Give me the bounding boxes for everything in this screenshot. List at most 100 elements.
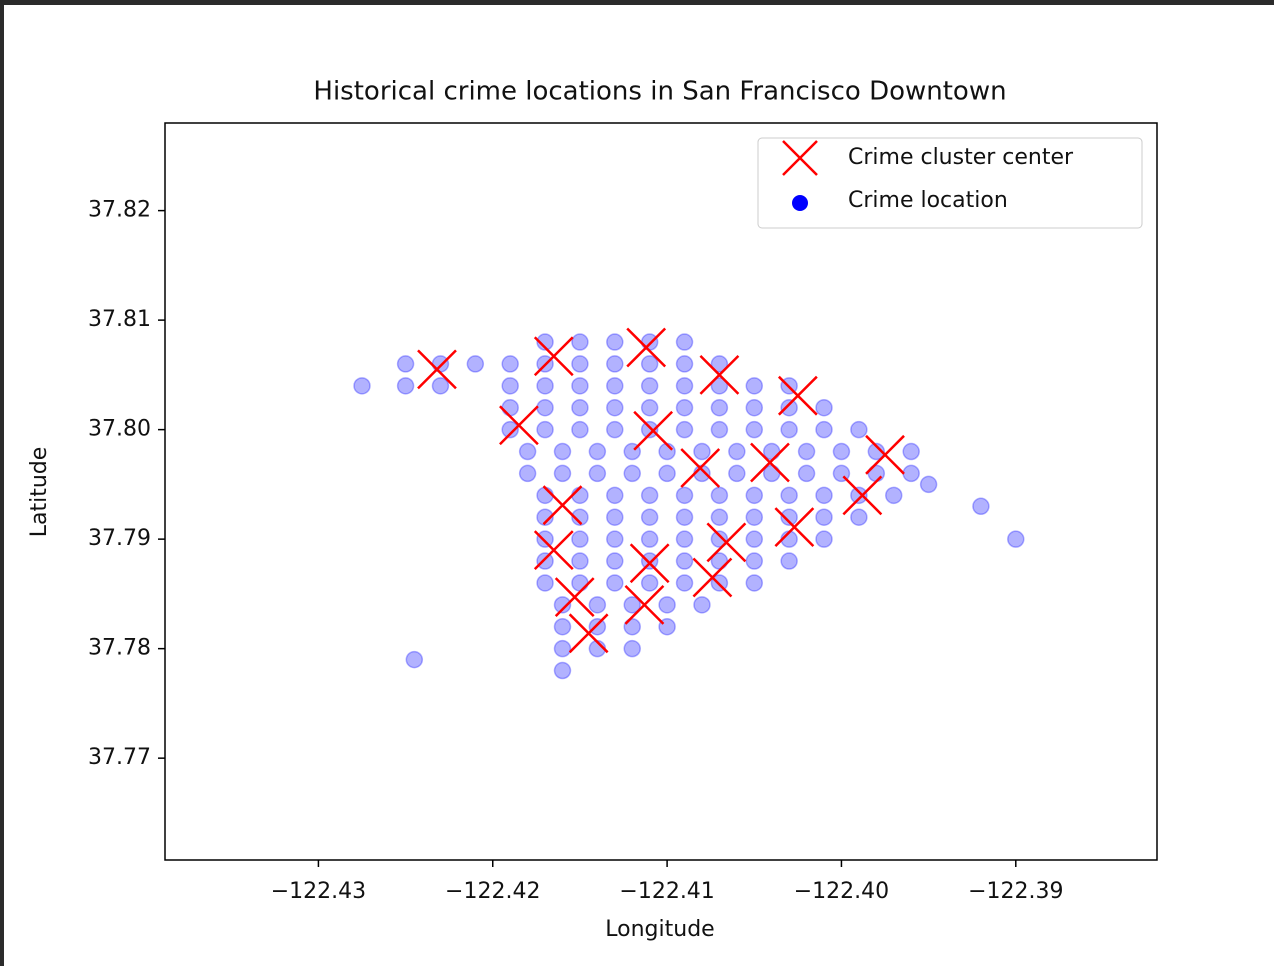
crime-point — [553, 596, 572, 614]
crime-point — [606, 530, 624, 548]
crime-point — [640, 508, 659, 526]
crime-point — [693, 596, 711, 614]
crime-point — [640, 486, 659, 505]
y-tick-label: 37.79 — [88, 526, 151, 551]
crime-point — [431, 355, 450, 373]
crime-point — [571, 574, 589, 592]
crime-point — [606, 398, 624, 417]
crime-point — [902, 442, 920, 461]
crime-point — [623, 639, 641, 658]
crime-point — [501, 355, 519, 373]
crime-point — [780, 508, 798, 526]
cluster-center — [680, 448, 721, 488]
cluster-center — [750, 442, 790, 483]
x-tick-label: −122.40 — [794, 879, 889, 904]
crime-point — [466, 355, 485, 373]
crime-point — [553, 661, 572, 680]
crime-point — [405, 650, 424, 669]
crime-point — [710, 530, 729, 548]
crime-point — [606, 574, 624, 592]
crime-point — [353, 377, 371, 395]
legend-marker — [792, 195, 808, 211]
crime-point — [571, 486, 589, 505]
crime-point — [536, 377, 554, 395]
crime-point — [710, 355, 729, 373]
crime-point — [431, 377, 450, 395]
crime-point — [815, 486, 833, 505]
cluster-center — [499, 405, 539, 446]
crime-point — [640, 398, 659, 417]
cluster-center — [865, 434, 905, 475]
chart-title: Historical crime locations in San Franci… — [313, 77, 1006, 107]
crime-point — [884, 486, 903, 505]
crime-point — [536, 398, 554, 417]
x-tick-label: −122.41 — [619, 879, 714, 904]
x-axis-label: Longitude — [605, 917, 714, 942]
crime-point — [728, 442, 746, 461]
crime-point — [571, 552, 589, 570]
cluster-center — [777, 375, 818, 416]
crime-point — [675, 486, 694, 505]
crime-point — [606, 377, 624, 395]
crime-point — [571, 530, 589, 548]
crime-point — [675, 333, 694, 351]
legend-box — [757, 137, 1143, 229]
crime-point — [640, 333, 659, 351]
y-tick-label: 37.77 — [88, 745, 151, 770]
crime-point — [815, 420, 833, 439]
crime-point — [553, 442, 572, 461]
crime-point — [536, 530, 554, 548]
crime-point — [571, 420, 589, 439]
crime-point — [501, 377, 519, 395]
plot-area — [165, 123, 1157, 860]
cluster-center — [533, 530, 574, 570]
legend-label: Crime cluster center — [848, 145, 1074, 170]
cluster-center — [706, 522, 747, 563]
crime-point — [501, 420, 519, 439]
crime-point — [571, 398, 589, 417]
crime-point — [606, 420, 624, 439]
crime-point — [640, 574, 659, 592]
crime-point — [850, 420, 868, 439]
crime-point — [588, 617, 607, 636]
crime-point — [710, 398, 729, 417]
crime-point — [710, 420, 729, 439]
crime-point — [675, 377, 694, 395]
crime-point — [710, 377, 729, 395]
crime-point — [536, 486, 554, 505]
crime-point — [797, 464, 816, 483]
legend-marker — [782, 140, 818, 176]
crime-point — [675, 355, 694, 373]
crime-point — [536, 333, 554, 351]
cluster-center — [417, 349, 457, 390]
crime-point — [745, 398, 764, 417]
crime-point — [919, 475, 938, 494]
crime-point — [815, 398, 833, 417]
crime-point — [745, 574, 764, 592]
crime-point — [780, 420, 798, 439]
crime-point — [571, 377, 589, 395]
crime-point — [571, 355, 589, 373]
crime-point — [902, 464, 920, 483]
crime-point — [606, 552, 624, 570]
crime-point — [658, 596, 676, 614]
crime-point — [693, 442, 711, 461]
crime-point — [501, 398, 519, 417]
crime-point — [518, 464, 537, 483]
crime-point — [640, 420, 659, 439]
crime-point — [745, 552, 764, 570]
crime-point — [640, 552, 659, 570]
crime-point — [606, 508, 624, 526]
y-tick-label: 37.81 — [88, 307, 151, 332]
crime-point — [658, 464, 676, 483]
cluster-center — [633, 410, 674, 451]
crime-point — [623, 596, 641, 614]
y-tick-label: 37.80 — [88, 417, 151, 442]
cluster-center — [699, 354, 740, 395]
crime-point — [867, 442, 886, 461]
crime-point — [588, 464, 607, 483]
crime-point — [675, 398, 694, 417]
